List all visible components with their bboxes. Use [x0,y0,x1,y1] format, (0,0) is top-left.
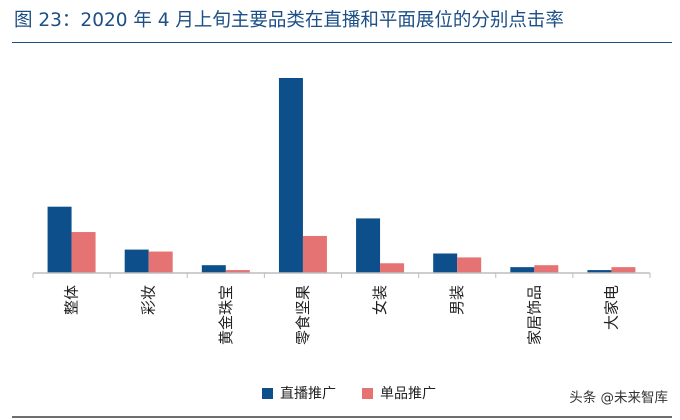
x-axis-labels: 整体 彩妆 黄金珠宝 零食坚果 女装 男装 家居饰品 大家电 [63,285,621,345]
bar-print-2 [148,251,173,273]
x-tick-label: 彩妆 [140,285,158,315]
bar-live-5 [356,218,381,273]
watermark: 头条 @未来智库 [569,390,668,406]
x-tick-label: 大家电 [602,285,620,330]
bar-print-1 [71,232,96,273]
bar-live-1 [47,206,72,273]
legend-swatch-live [262,387,273,399]
bars-group [47,78,636,273]
x-tick-label: 黄金珠宝 [217,285,235,345]
bar-print-3 [225,270,250,273]
x-tick-label: 零食坚果 [294,285,312,345]
bar-live-4 [278,78,303,273]
bar-live-3 [201,265,226,273]
bar-print-8 [611,267,636,273]
bar-print-4 [302,235,327,273]
legend-label-print: 单品推广 [380,386,436,402]
title-divider [12,42,672,43]
bar-print-7 [534,265,559,273]
legend-swatch-print [362,387,373,399]
x-tick-label: 家居饰品 [525,285,543,345]
legend-item-print: 单品推广 [362,383,436,403]
x-tick-label: 男装 [448,285,466,315]
bottom-divider [12,416,672,418]
x-tick-label: 女装 [371,285,389,315]
bar-live-7 [510,267,535,273]
bar-print-6 [457,257,482,273]
bar-live-2 [124,249,149,273]
chart-legend: 直播推广 单品推广 [262,383,462,403]
bar-live-6 [433,253,458,273]
legend-label-live: 直播推广 [280,386,336,402]
x-axis-ticks [32,273,651,278]
legend-item-live: 直播推广 [262,383,336,403]
x-tick-label: 整体 [63,285,81,315]
page-title: 图 23：2020 年 4 月上旬主要品类在直播和平面展位的分别点击率 [14,10,564,31]
bar-print-5 [380,263,405,273]
bar-live-8 [587,270,612,273]
